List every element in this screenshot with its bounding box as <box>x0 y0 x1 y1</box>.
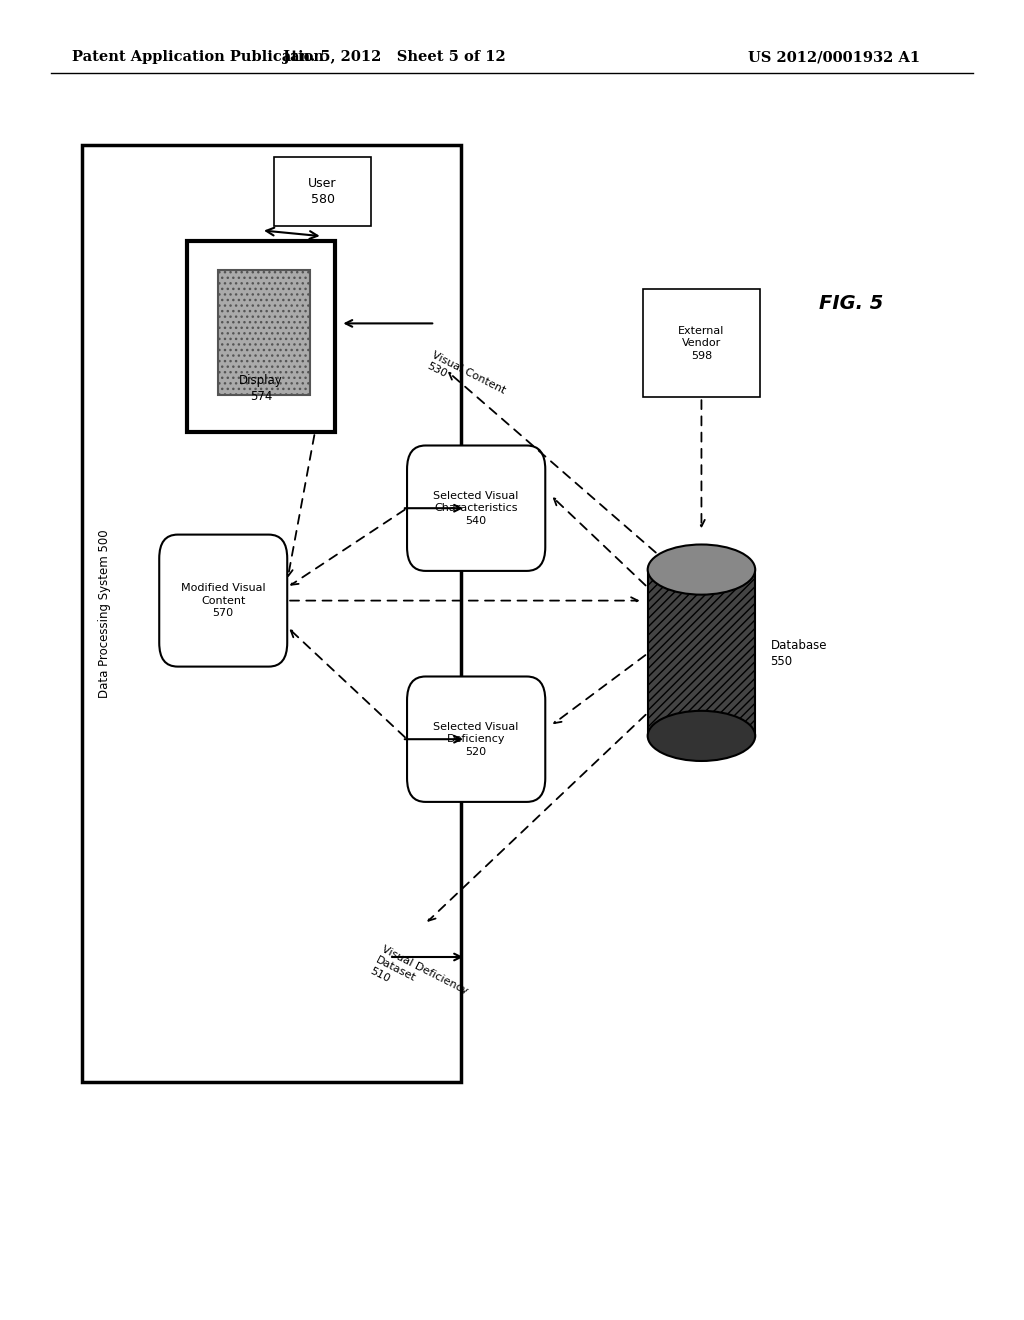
Text: FIG. 5: FIG. 5 <box>819 294 884 313</box>
Bar <box>648 570 756 737</box>
FancyBboxPatch shape <box>160 535 287 667</box>
Text: External
Vendor
598: External Vendor 598 <box>678 326 725 360</box>
Text: User
580: User 580 <box>308 177 337 206</box>
Bar <box>82 145 461 1082</box>
Bar <box>643 289 760 397</box>
Text: Visual Deficiency
Dataset
510: Visual Deficiency Dataset 510 <box>369 944 469 1018</box>
Text: Selected Visual
Characteristics
540: Selected Visual Characteristics 540 <box>433 491 519 525</box>
Bar <box>274 157 372 226</box>
Text: Patent Application Publication: Patent Application Publication <box>72 50 324 65</box>
Bar <box>186 242 336 433</box>
Ellipse shape <box>648 544 756 594</box>
Text: Visual Content
530: Visual Content 530 <box>425 350 508 407</box>
FancyBboxPatch shape <box>408 446 545 570</box>
Text: Jan. 5, 2012   Sheet 5 of 12: Jan. 5, 2012 Sheet 5 of 12 <box>283 50 506 65</box>
Text: Selected Visual
Deficiency
520: Selected Visual Deficiency 520 <box>433 722 519 756</box>
Text: US 2012/0001932 A1: US 2012/0001932 A1 <box>748 50 920 65</box>
Bar <box>218 271 310 396</box>
Text: Data Processing System 500: Data Processing System 500 <box>98 529 111 698</box>
Ellipse shape <box>648 710 756 760</box>
Text: Modified Visual
Content
570: Modified Visual Content 570 <box>181 583 265 618</box>
Text: Database
550: Database 550 <box>771 639 827 668</box>
FancyBboxPatch shape <box>408 676 545 801</box>
Text: Display
574: Display 574 <box>240 375 283 404</box>
